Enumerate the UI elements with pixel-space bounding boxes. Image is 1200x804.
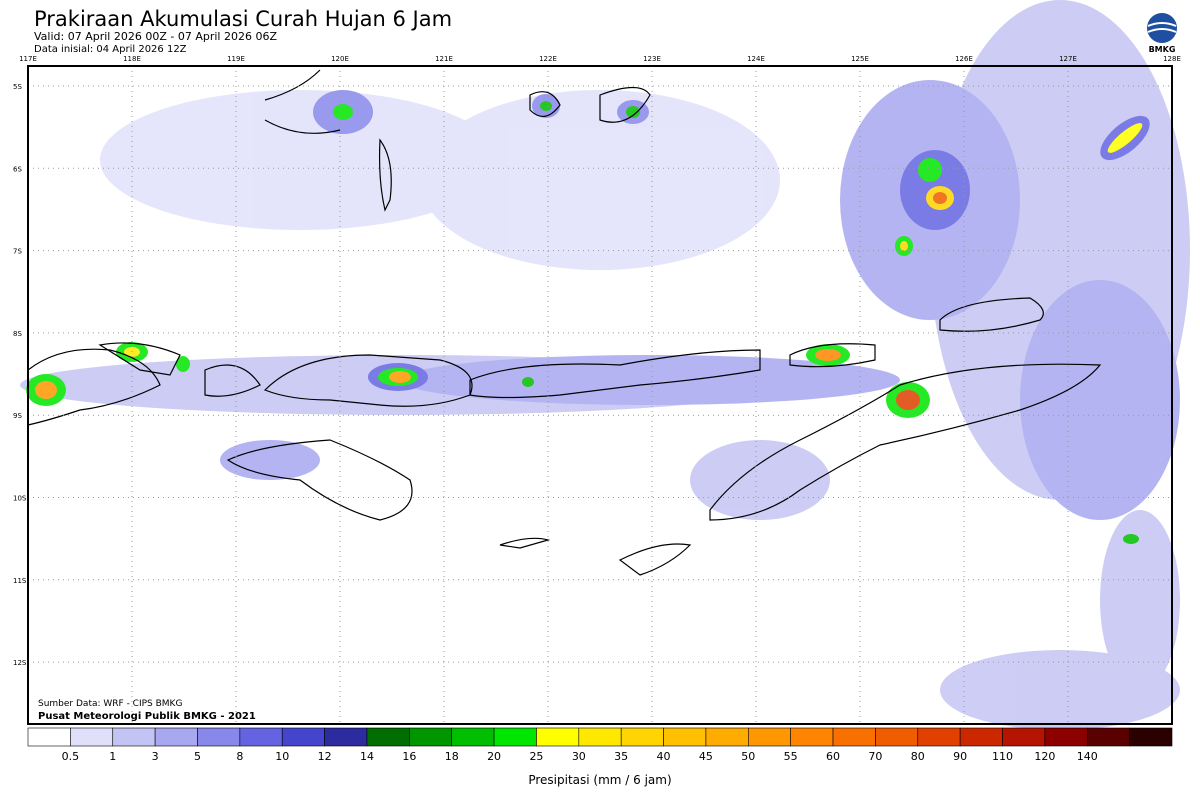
colorbar-label: 35 (614, 750, 628, 763)
logo-text: BMKG (1149, 45, 1176, 54)
colorbar-label: 40 (657, 750, 671, 763)
lat-label: 6S (13, 165, 22, 173)
colorbar-label: 25 (529, 750, 543, 763)
lon-label: 126E (955, 55, 973, 63)
lon-label: 120E (331, 55, 349, 63)
colorbar-label: 8 (236, 750, 243, 763)
colorbar-label: 18 (445, 750, 459, 763)
colorbar-label: 3 (152, 750, 159, 763)
lat-label: 7S (13, 248, 22, 256)
colorbar-label: 70 (868, 750, 882, 763)
colorbar-swatch (705, 727, 749, 747)
map-border (27, 65, 1173, 725)
colorbar-swatch (27, 727, 71, 747)
colorbar-label: 50 (741, 750, 755, 763)
colorbar-label: 120 (1034, 750, 1055, 763)
colorbar-swatch (451, 727, 495, 747)
colorbar-swatch (112, 727, 156, 747)
colorbar-swatch (1002, 727, 1046, 747)
colorbar-swatch (1129, 727, 1173, 747)
colorbar-label: 20 (487, 750, 501, 763)
colorbar-label: 12 (318, 750, 332, 763)
colorbar-label: 55 (784, 750, 798, 763)
colorbar-label: 5 (194, 750, 201, 763)
colorbar-swatch (536, 727, 580, 747)
lat-label: 9S (13, 412, 22, 420)
colorbar-label: 60 (826, 750, 840, 763)
valid-time: Valid: 07 April 2026 00Z - 07 April 2026… (34, 30, 277, 43)
lat-label: 11S (13, 577, 27, 585)
colorbar-label: 14 (360, 750, 374, 763)
lon-label: 121E (435, 55, 453, 63)
colorbar-label: 140 (1077, 750, 1098, 763)
colorbar-swatch (663, 727, 707, 747)
lon-label: 123E (643, 55, 661, 63)
colorbar-swatch (493, 727, 537, 747)
title: Prakiraan Akumulasi Curah Hujan 6 Jam (34, 7, 452, 31)
lat-label: 8S (13, 330, 22, 338)
colorbar-swatch (239, 727, 283, 747)
colorbar-label: 110 (992, 750, 1013, 763)
colorbar-label: 16 (402, 750, 416, 763)
colorbar-label: 90 (953, 750, 967, 763)
colorbar: 0.5 1 3 5 8 10 12 14 16 18 20 25 30 35 40 45 50 55 60 70 80 9… (27, 727, 1173, 763)
colorbar-title: Presipitasi (mm / 6 jam) (528, 773, 671, 787)
source-org: Pusat Meteorologi Publik BMKG - 2021 (38, 711, 256, 722)
colorbar-swatch (1086, 727, 1130, 747)
colorbar-swatch (281, 727, 325, 747)
colorbar-swatch (790, 727, 834, 747)
colorbar-label: 1 (109, 750, 116, 763)
colorbar-swatch (832, 727, 876, 747)
colorbar-swatch (366, 727, 410, 747)
colorbar-swatch (959, 727, 1003, 747)
colorbar-swatch (154, 727, 198, 747)
colorbar-swatch (1044, 727, 1088, 747)
rain-field (20, 0, 1190, 730)
lon-label: 125E (851, 55, 869, 63)
colorbar-swatch (409, 727, 453, 747)
coastlines (27, 69, 1102, 576)
lon-label: 127E (1059, 55, 1077, 63)
lat-label: 10S (13, 495, 27, 503)
lon-label: 119E (227, 55, 245, 63)
colorbar-swatch (197, 727, 241, 747)
logo: BMKG (1147, 13, 1177, 54)
colorbar-swatch (578, 727, 622, 747)
colorbar-label: 0.5 (62, 750, 80, 763)
source-data: Sumber Data: WRF - CIPS BMKG (38, 699, 182, 709)
colorbar-label: 80 (911, 750, 925, 763)
lon-label: 122E (539, 55, 557, 63)
grid: 117E 118E 119E 120E 121E 122E 123E 124E 125E 126E… (13, 55, 1181, 724)
lat-label: 5S (13, 83, 22, 91)
colorbar-label: 30 (572, 750, 586, 763)
lon-label: 128E (1163, 55, 1181, 63)
colorbar-swatch (70, 727, 114, 747)
colorbar-swatch (747, 727, 791, 747)
colorbar-swatch (917, 727, 961, 747)
colorbar-swatch (620, 727, 664, 747)
lon-label: 124E (747, 55, 765, 63)
colorbar-swatch (324, 727, 368, 747)
colorbar-label: 10 (275, 750, 289, 763)
colorbar-swatch (875, 727, 919, 747)
map: 117E 118E 119E 120E 121E 122E 123E 124E 125E 126E… (13, 0, 1190, 730)
initial-time: Data inisial: 04 April 2026 12Z (34, 44, 187, 55)
lon-label: 118E (123, 55, 141, 63)
lon-label: 117E (19, 55, 37, 63)
lat-label: 12S (13, 659, 27, 667)
colorbar-label: 45 (699, 750, 713, 763)
